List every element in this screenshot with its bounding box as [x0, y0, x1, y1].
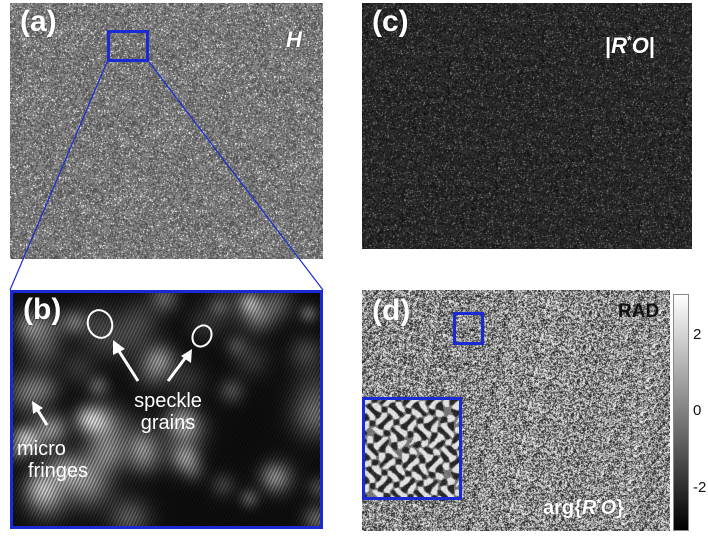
speckle-grains-label: speckle grains	[123, 390, 213, 434]
amplitude-tag: |R*O|	[605, 33, 655, 59]
colorbar-tick-minus2: -2	[693, 479, 707, 496]
panel-a-letter: (a)	[20, 5, 57, 38]
speckle-label-line2: grains	[140, 412, 196, 434]
colorbar-tick-2: 2	[693, 326, 702, 343]
panel-c-letter: (c)	[372, 5, 409, 38]
arrow-to-grain-1	[113, 340, 140, 382]
speckle-grain-outline-1	[86, 309, 114, 339]
hologram-image	[10, 3, 323, 259]
phase-O: O	[600, 497, 617, 519]
hologram-tag: H	[286, 27, 302, 52]
phase-tag: arg{R*O}	[543, 497, 624, 520]
amp-O: O	[631, 33, 649, 58]
phase-zoom-image	[365, 400, 459, 497]
panel-b-zoomed-hologram: (b) speckle grains micro fringes	[10, 290, 323, 529]
panel-a-hologram: (a) H	[10, 3, 323, 259]
zoom-region-box-d	[453, 312, 484, 345]
panel-b-letter: (b)	[23, 293, 62, 326]
phase-colorbar	[673, 294, 689, 531]
panel-c-amplitude: (c) |R*O|	[362, 3, 692, 249]
amp-R: R	[611, 33, 628, 58]
panel-d-phase: (d) RAD arg{R*O}	[362, 290, 670, 531]
annotation-overlay	[32, 309, 213, 426]
zoom-region-box-a	[107, 30, 149, 62]
amp-star: *	[627, 33, 632, 48]
colorbar-tick-0: 0	[693, 402, 702, 419]
phase-prefix: arg{	[543, 497, 582, 519]
phase-zoom-inset	[362, 397, 462, 500]
arrow-to-fringes	[32, 401, 49, 426]
unit-label: RAD	[618, 301, 660, 322]
amplitude-image	[362, 3, 692, 249]
zoomed-speckle-image	[13, 293, 320, 526]
micro-label-line2: fringes	[27, 460, 89, 482]
speckle-grain-outline-2	[191, 324, 213, 348]
micro-fringes-label: micro fringes	[13, 438, 103, 482]
amp-bar-right: |	[648, 33, 655, 58]
panel-d-letter: (d)	[372, 294, 411, 327]
phase-R: R	[581, 497, 597, 519]
micro-label-line1: micro	[17, 438, 66, 460]
arrow-to-grain-2	[166, 349, 192, 382]
phase-suffix: }	[616, 497, 624, 519]
speckle-label-line1: speckle	[134, 390, 202, 412]
phase-star: *	[596, 497, 601, 510]
amp-bar-left: |	[605, 33, 612, 58]
